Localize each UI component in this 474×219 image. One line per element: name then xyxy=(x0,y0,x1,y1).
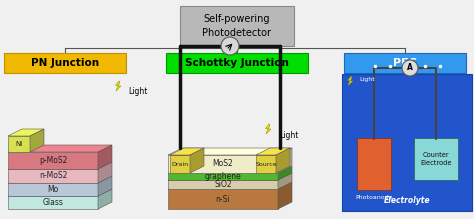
Text: MoS2: MoS2 xyxy=(213,159,233,168)
Polygon shape xyxy=(8,162,112,169)
Bar xyxy=(168,173,278,180)
Polygon shape xyxy=(278,166,292,180)
Bar xyxy=(8,169,98,183)
Polygon shape xyxy=(168,166,292,173)
Bar xyxy=(256,155,276,173)
Polygon shape xyxy=(30,129,44,152)
Text: p-MoS2: p-MoS2 xyxy=(39,156,67,165)
Polygon shape xyxy=(278,148,292,173)
Bar xyxy=(170,155,190,173)
Text: Photoanode: Photoanode xyxy=(355,195,393,200)
Text: SiO2: SiO2 xyxy=(214,180,232,189)
Polygon shape xyxy=(98,189,112,209)
Text: Ni: Ni xyxy=(15,141,23,147)
Polygon shape xyxy=(98,162,112,183)
Text: PN Junction: PN Junction xyxy=(31,58,99,68)
FancyBboxPatch shape xyxy=(4,53,126,73)
Polygon shape xyxy=(278,182,292,209)
Polygon shape xyxy=(190,148,204,173)
Polygon shape xyxy=(278,173,292,189)
Text: Light: Light xyxy=(359,76,375,81)
Bar xyxy=(168,189,278,209)
Polygon shape xyxy=(8,129,44,136)
Text: graphene: graphene xyxy=(205,172,241,181)
Text: Electrolyte: Electrolyte xyxy=(384,196,430,205)
Text: Glass: Glass xyxy=(43,198,64,207)
Polygon shape xyxy=(8,176,112,183)
Text: Light: Light xyxy=(128,88,147,97)
Text: Light: Light xyxy=(279,131,298,140)
Polygon shape xyxy=(170,148,204,155)
Circle shape xyxy=(402,60,418,76)
FancyBboxPatch shape xyxy=(344,53,466,73)
Polygon shape xyxy=(276,148,290,173)
FancyBboxPatch shape xyxy=(180,6,294,46)
Polygon shape xyxy=(98,145,112,169)
Polygon shape xyxy=(98,176,112,196)
Text: Drain: Drain xyxy=(172,161,189,166)
Bar xyxy=(168,180,278,189)
Text: n-MoS2: n-MoS2 xyxy=(39,171,67,180)
Polygon shape xyxy=(265,124,271,134)
Text: A: A xyxy=(407,64,413,72)
FancyBboxPatch shape xyxy=(414,138,458,180)
Text: Source: Source xyxy=(255,161,277,166)
Bar xyxy=(342,74,472,211)
Circle shape xyxy=(221,37,239,55)
Text: Self-powering
Photodetector: Self-powering Photodetector xyxy=(202,14,272,38)
Text: Counter
Electrode: Counter Electrode xyxy=(420,152,452,166)
Polygon shape xyxy=(116,81,121,91)
Polygon shape xyxy=(256,148,290,155)
Polygon shape xyxy=(168,148,292,155)
Polygon shape xyxy=(168,182,292,189)
Bar xyxy=(168,155,278,173)
Polygon shape xyxy=(8,189,112,196)
Text: Schottky Junction: Schottky Junction xyxy=(185,58,289,68)
FancyBboxPatch shape xyxy=(166,53,308,73)
Bar xyxy=(8,196,98,209)
Text: n-Si: n-Si xyxy=(216,194,230,203)
Bar xyxy=(8,152,98,169)
Text: PEC: PEC xyxy=(393,58,417,68)
FancyBboxPatch shape xyxy=(357,138,391,190)
Bar xyxy=(8,183,98,196)
Text: Mo: Mo xyxy=(47,185,59,194)
Polygon shape xyxy=(168,173,292,180)
Bar xyxy=(8,136,30,152)
Polygon shape xyxy=(8,145,112,152)
Polygon shape xyxy=(348,76,353,85)
